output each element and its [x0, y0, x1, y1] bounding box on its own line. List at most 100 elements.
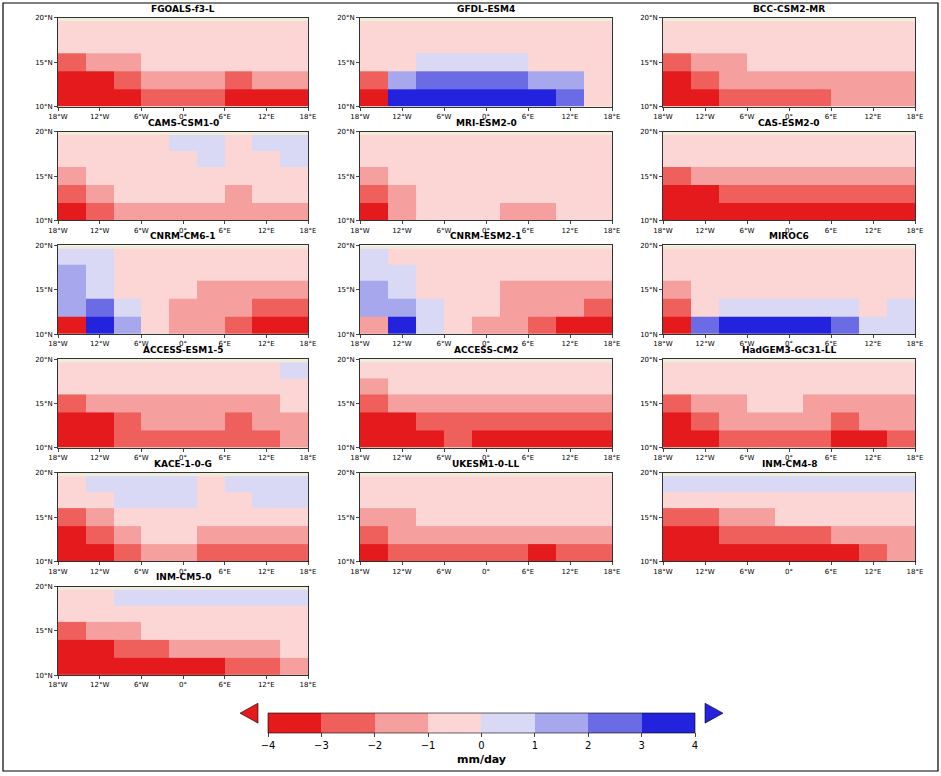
svg-text:6°E: 6°E: [522, 454, 534, 462]
svg-text:0°: 0°: [482, 113, 490, 121]
svg-text:10°N: 10°N: [337, 331, 355, 339]
svg-text:6°W: 6°W: [134, 454, 149, 462]
svg-text:18°E: 18°E: [300, 454, 317, 462]
svg-text:0°: 0°: [785, 568, 793, 576]
svg-text:15°N: 15°N: [35, 286, 53, 294]
svg-text:ACCESS-ESM1-5: ACCESS-ESM1-5: [143, 345, 223, 355]
svg-text:12°E: 12°E: [258, 681, 275, 689]
svg-text:10°N: 10°N: [640, 331, 658, 339]
svg-text:0°: 0°: [482, 568, 490, 576]
svg-text:6°W: 6°W: [437, 568, 452, 576]
svg-text:20°N: 20°N: [35, 14, 53, 22]
svg-text:10°N: 10°N: [35, 558, 53, 566]
svg-text:18°E: 18°E: [907, 227, 924, 235]
svg-text:15°N: 15°N: [640, 514, 658, 522]
svg-text:UKESM1-0-LL: UKESM1-0-LL: [452, 459, 520, 469]
svg-text:12°W: 12°W: [695, 454, 714, 462]
svg-text:15°N: 15°N: [337, 59, 355, 67]
svg-text:ACCESS-CM2: ACCESS-CM2: [454, 345, 518, 355]
svg-text:12°W: 12°W: [90, 681, 109, 689]
svg-text:20°N: 20°N: [337, 242, 355, 250]
svg-text:18°W: 18°W: [653, 340, 672, 348]
svg-text:20°N: 20°N: [35, 356, 53, 364]
svg-text:12°W: 12°W: [695, 568, 714, 576]
svg-text:15°N: 15°N: [337, 400, 355, 408]
svg-text:18°W: 18°W: [48, 113, 67, 121]
svg-text:6°W: 6°W: [437, 227, 452, 235]
svg-text:12°W: 12°W: [392, 340, 411, 348]
svg-text:18°W: 18°W: [653, 227, 672, 235]
svg-text:10°N: 10°N: [640, 558, 658, 566]
svg-text:20°N: 20°N: [35, 469, 53, 477]
svg-text:6°W: 6°W: [134, 227, 149, 235]
svg-text:18°E: 18°E: [604, 113, 621, 121]
svg-text:12°E: 12°E: [258, 113, 275, 121]
svg-text:10°N: 10°N: [35, 103, 53, 111]
svg-text:CNRM-CM6-1: CNRM-CM6-1: [150, 231, 216, 241]
svg-text:mm/day: mm/day: [457, 753, 506, 766]
svg-text:6°W: 6°W: [134, 340, 149, 348]
svg-text:18°W: 18°W: [350, 340, 369, 348]
svg-text:12°E: 12°E: [865, 227, 882, 235]
svg-text:20°N: 20°N: [337, 14, 355, 22]
svg-text:18°W: 18°W: [350, 568, 369, 576]
svg-text:18°W: 18°W: [653, 454, 672, 462]
svg-text:10°N: 10°N: [640, 217, 658, 225]
svg-text:FGOALS-f3-L: FGOALS-f3-L: [151, 4, 215, 14]
svg-text:18°W: 18°W: [48, 681, 67, 689]
svg-text:20°N: 20°N: [337, 128, 355, 136]
svg-text:3: 3: [638, 740, 644, 751]
svg-text:18°W: 18°W: [350, 227, 369, 235]
svg-text:18°E: 18°E: [907, 568, 924, 576]
svg-text:18°W: 18°W: [48, 454, 67, 462]
svg-text:0°: 0°: [482, 454, 490, 462]
svg-text:15°N: 15°N: [35, 172, 53, 180]
svg-text:6°E: 6°E: [825, 340, 837, 348]
svg-text:BCC-CSM2-MR: BCC-CSM2-MR: [753, 4, 825, 14]
svg-text:−1: −1: [421, 740, 436, 751]
svg-text:15°N: 15°N: [35, 627, 53, 635]
svg-text:12°W: 12°W: [392, 454, 411, 462]
svg-text:0°: 0°: [179, 454, 187, 462]
svg-text:18°E: 18°E: [300, 340, 317, 348]
svg-text:20°N: 20°N: [35, 242, 53, 250]
svg-text:12°W: 12°W: [90, 454, 109, 462]
svg-text:18°E: 18°E: [604, 568, 621, 576]
svg-text:6°W: 6°W: [437, 454, 452, 462]
svg-text:6°E: 6°E: [825, 568, 837, 576]
svg-text:15°N: 15°N: [337, 172, 355, 180]
svg-text:6°W: 6°W: [134, 568, 149, 576]
svg-text:0°: 0°: [179, 227, 187, 235]
svg-text:12°W: 12°W: [90, 113, 109, 121]
svg-text:CAMS-CSM1-0: CAMS-CSM1-0: [148, 118, 219, 128]
svg-text:18°E: 18°E: [907, 454, 924, 462]
svg-text:12°E: 12°E: [865, 568, 882, 576]
svg-text:0°: 0°: [179, 568, 187, 576]
svg-text:12°E: 12°E: [562, 454, 579, 462]
svg-text:18°E: 18°E: [604, 454, 621, 462]
svg-text:CAS-ESM2-0: CAS-ESM2-0: [758, 118, 820, 128]
svg-text:10°N: 10°N: [640, 103, 658, 111]
svg-text:20°N: 20°N: [337, 469, 355, 477]
svg-text:6°E: 6°E: [522, 568, 534, 576]
svg-text:18°W: 18°W: [350, 113, 369, 121]
svg-text:MRI-ESM2-0: MRI-ESM2-0: [456, 118, 517, 128]
svg-text:12°E: 12°E: [258, 454, 275, 462]
svg-text:6°W: 6°W: [437, 340, 452, 348]
svg-text:−2: −2: [367, 740, 382, 751]
svg-text:18°W: 18°W: [653, 568, 672, 576]
svg-text:12°E: 12°E: [562, 113, 579, 121]
svg-text:6°E: 6°E: [522, 113, 534, 121]
svg-text:0°: 0°: [179, 681, 187, 689]
svg-text:12°W: 12°W: [392, 113, 411, 121]
svg-text:6°E: 6°E: [522, 340, 534, 348]
svg-text:18°W: 18°W: [653, 113, 672, 121]
svg-text:10°N: 10°N: [337, 558, 355, 566]
svg-text:18°E: 18°E: [300, 681, 317, 689]
svg-text:6°E: 6°E: [218, 340, 230, 348]
svg-text:0°: 0°: [785, 454, 793, 462]
svg-text:10°N: 10°N: [35, 444, 53, 452]
svg-text:0°: 0°: [785, 113, 793, 121]
svg-text:0°: 0°: [482, 340, 490, 348]
svg-text:20°N: 20°N: [337, 356, 355, 364]
